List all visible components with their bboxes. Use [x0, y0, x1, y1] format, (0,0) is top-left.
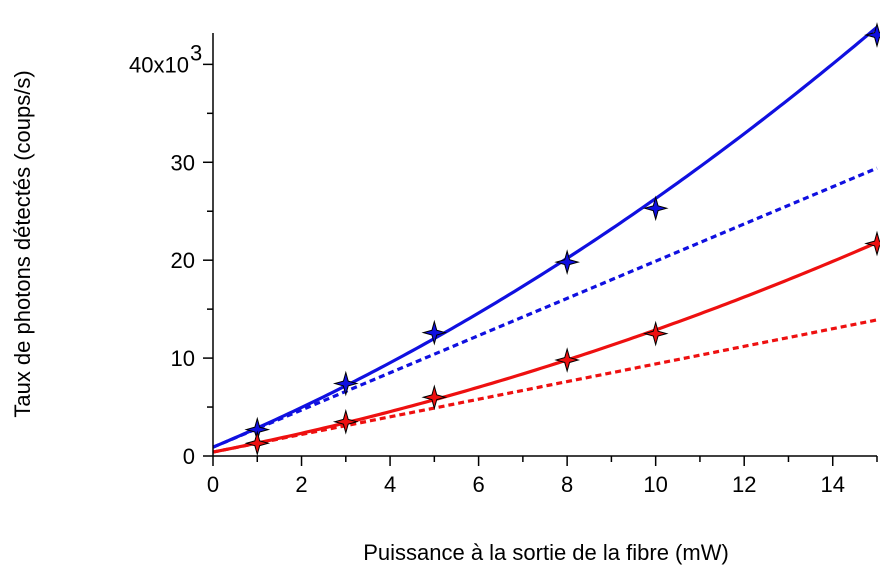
data-point-marker: [864, 22, 880, 48]
quadratic-fit-curve: [212, 241, 878, 454]
tick-labels: 0 2 4 6 8 10 12 14 0 10 20 30 40x10 3: [129, 40, 845, 497]
linear-fit-line: [212, 318, 878, 454]
data-point-marker: [864, 230, 880, 257]
data-point-marker: [332, 408, 359, 435]
plot-lines: [212, 25, 879, 454]
axes: [203, 33, 878, 466]
data-point-marker: [421, 319, 448, 346]
y-tick-label: 30: [171, 150, 195, 175]
y-axis-title: Taux de photons détectés (coups/s): [10, 70, 35, 417]
x-tick-label: 14: [820, 472, 844, 497]
x-tick-label: 10: [643, 472, 667, 497]
y-tick-label: 0: [183, 444, 195, 469]
markers: [244, 22, 880, 457]
data-point-marker: [554, 249, 580, 275]
quadratic-fit-curve: [212, 25, 879, 449]
y-tick-label: 40x10: [129, 52, 189, 77]
x-tick-label: 8: [561, 472, 573, 497]
data-point-marker: [554, 347, 580, 373]
data-point-marker: [642, 320, 669, 347]
x-tick-label: 6: [472, 472, 484, 497]
x-axis-title: Puissance à la sortie de la fibre (mW): [363, 540, 729, 565]
linear-fit-line: [212, 166, 878, 449]
x-tick-label: 0: [207, 472, 219, 497]
x-tick-label: 4: [384, 472, 396, 497]
x-tick-label: 12: [732, 472, 756, 497]
data-point-marker: [244, 430, 271, 457]
data-point-marker: [332, 370, 359, 397]
y-tick-label: 20: [171, 248, 195, 273]
y-tick-label: 10: [171, 346, 195, 371]
y-tick-exponent: 3: [190, 40, 202, 65]
data-point-marker: [421, 384, 448, 411]
data-point-marker: [642, 195, 669, 222]
x-tick-label: 2: [295, 472, 307, 497]
